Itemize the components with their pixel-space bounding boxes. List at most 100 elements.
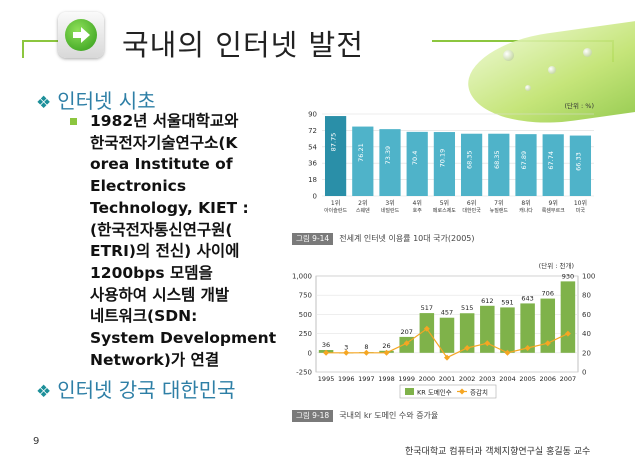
chart2-data-label: 643 xyxy=(521,294,533,302)
chart2-legend-box xyxy=(399,384,497,399)
chart1-y-tick: 18 xyxy=(308,176,317,184)
chart2-line-point xyxy=(484,340,491,347)
chart1-caption-text: 전세계 인터넷 이용률 10대 국가(2005) xyxy=(339,234,475,243)
chart1-data-label: 87.75 xyxy=(330,133,338,152)
chart2-x-tick: 2006 xyxy=(539,375,556,383)
kr-domain-chart: (단위 : 천개) -250 0 250 500 750 1,000 0 20 40 60 80 100… xyxy=(292,261,595,399)
chart2-data-label: 3 xyxy=(344,344,348,352)
chart1-x-tick: 스웨덴 xyxy=(356,207,370,214)
body-line: 사용하여 시스템 개발 xyxy=(90,285,230,304)
chart1-x-tick: 아이슬란드 xyxy=(324,207,347,214)
chart2-data-label: 8 xyxy=(364,343,368,351)
header-line-left xyxy=(22,40,58,42)
body-line: Electronics xyxy=(90,177,187,196)
bullet-heading-1-text: 인터넷 시초 xyxy=(57,89,156,113)
chart1-x-tick: 네덜란드 xyxy=(381,207,400,214)
chart2-left-tick: -250 xyxy=(296,369,312,377)
chart1-bar xyxy=(542,134,564,196)
chart1-data-label: 68.35 xyxy=(493,150,501,169)
page-number: 9 xyxy=(33,436,40,447)
body-line: ETRI)의 전신) 사이에 xyxy=(90,242,240,261)
chart2-line-point xyxy=(383,349,390,356)
chart2-left-tick: 250 xyxy=(299,330,312,338)
chart2-bar xyxy=(560,281,576,353)
chart1-x-tick: 호주 xyxy=(413,208,423,214)
chart2-right-tick: 60 xyxy=(582,311,591,319)
chart1-x-tick: 8위 xyxy=(521,199,530,207)
chart1-bar xyxy=(352,126,374,196)
chart2-line-point xyxy=(564,330,571,337)
chart2-x-tick: 1997 xyxy=(358,375,375,383)
frame-line-left xyxy=(22,40,24,58)
chart1-x-tick: 페로스제도 xyxy=(433,207,456,214)
chart2-x-tick: 1996 xyxy=(338,375,355,383)
chart1-x-tick: 1위 xyxy=(331,199,340,207)
chart1-data-label: 67.74 xyxy=(547,151,555,170)
chart2-bar xyxy=(480,305,495,353)
chart2-x-tick: 2001 xyxy=(439,375,456,383)
chart2-x-tick: 2002 xyxy=(459,375,476,383)
body-line: System Development xyxy=(90,329,277,348)
body-line: 1200bps 모뎀을 xyxy=(90,263,213,282)
chart2-bar xyxy=(520,303,535,353)
chart1-x-tick: 2위 xyxy=(358,199,367,207)
chart2-bar xyxy=(459,313,475,353)
bullet-heading-1: ❖ 인터넷 시초 xyxy=(36,85,156,114)
chart1-x-tick: 4위 xyxy=(413,199,422,207)
chart2-x-tick: 1999 xyxy=(398,375,415,383)
chart1-data-label: 70.4 xyxy=(411,151,419,165)
chart1-bar xyxy=(433,132,456,196)
chart1-x-tick: 9위 xyxy=(549,199,558,207)
chart1-x-tick: 미국 xyxy=(576,207,586,214)
body-line: (한국전자통신연구원( xyxy=(90,220,233,239)
chart1-bar xyxy=(515,134,537,196)
chart2-line-point xyxy=(504,349,511,356)
chart1-x-tick: 3위 xyxy=(385,199,394,207)
chart2-line-point xyxy=(544,340,551,347)
chart1-bar xyxy=(488,133,510,196)
chart1-data-label: 66.33 xyxy=(574,152,582,171)
chart2-data-label: 930 xyxy=(562,272,574,280)
chart2-legend: KR 도메인수 증감치 xyxy=(399,384,497,399)
water-drop-icon xyxy=(583,48,592,57)
chart2-data-label: 36 xyxy=(322,341,330,349)
chart2-legend-line-marker xyxy=(459,388,465,395)
chart2-line-point xyxy=(323,349,330,356)
chart2-bar xyxy=(540,298,556,353)
body-line: 한국전자기술연구소(K xyxy=(90,133,238,152)
chart1-bar xyxy=(379,129,401,196)
chart1-data-label: 76.21 xyxy=(357,143,365,162)
chart1-data-label: 73.39 xyxy=(384,146,392,165)
chart2-right-tick: 40 xyxy=(582,330,591,338)
chart2-right-tick: 80 xyxy=(582,292,591,300)
chart2-data-label: 515 xyxy=(461,304,473,312)
diamond-bullet-icon: ❖ xyxy=(36,382,52,402)
chart1-x-tick: 뉴질랜드 xyxy=(490,207,509,214)
chart1-bar xyxy=(460,133,483,196)
water-drop-icon xyxy=(525,85,531,91)
arrow-button-icon xyxy=(58,12,104,58)
chart1-bar xyxy=(569,135,592,196)
chart1-x-tick: 룩셈부르크 xyxy=(542,207,565,214)
chart1-data-label: 68.35 xyxy=(466,150,474,169)
chart1-unit-label: (단위 : %) xyxy=(564,101,594,110)
chart2-bar xyxy=(500,307,515,353)
chart1-caption-fig: 그림 9-14 xyxy=(292,233,334,245)
chart2-x-tick: 2003 xyxy=(479,375,496,383)
square-bullet-icon xyxy=(70,118,77,125)
chart2-x-tick: 1998 xyxy=(378,375,395,383)
chart2-data-label: 706 xyxy=(542,290,554,298)
chart2-x-tick: 2004 xyxy=(499,375,516,383)
chart2-right-tick: 100 xyxy=(582,273,595,281)
chart2-left-tick: 750 xyxy=(299,292,312,300)
body-line: Network)가 연결 xyxy=(90,350,220,369)
chart2-data-label: 26 xyxy=(382,342,390,350)
chart1-x-tick: 7위 xyxy=(494,199,503,207)
chart2-data-label: 517 xyxy=(421,304,433,312)
chart1-x-tick: 5위 xyxy=(440,199,449,207)
chart2-data-label: 457 xyxy=(441,309,453,317)
chart1-x-tick: 6위 xyxy=(467,199,476,207)
chart2-x-tick: 2000 xyxy=(419,375,436,383)
chart2-left-tick: 0 xyxy=(308,349,312,357)
